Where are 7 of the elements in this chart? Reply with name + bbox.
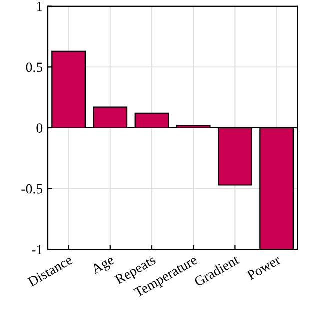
y-tick-label: -0.5 <box>22 184 43 194</box>
x-tick-label: Age <box>90 255 116 277</box>
x-tick-label: Power <box>246 254 282 280</box>
y-tick-label: 0 <box>36 124 43 133</box>
y-tick-label: -1 <box>32 245 42 254</box>
y-tick-label: 1 <box>37 2 42 12</box>
y-tick-label: 0.5 <box>26 62 43 72</box>
